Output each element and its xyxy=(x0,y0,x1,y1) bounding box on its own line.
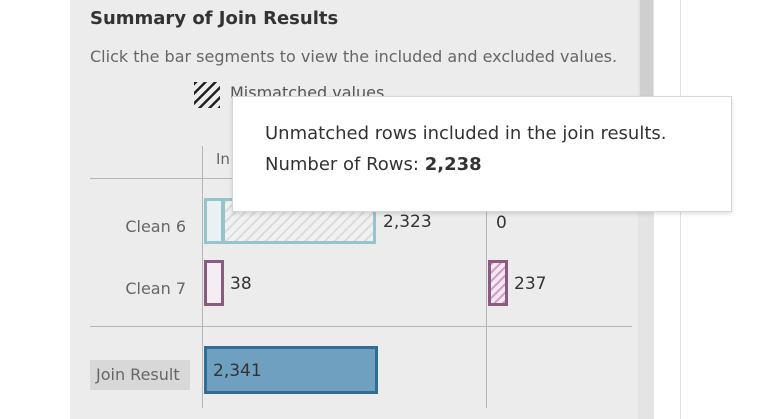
summary-subtitle: Click the bar segments to view the inclu… xyxy=(90,47,618,66)
join-result-label-background xyxy=(90,360,190,390)
bar-segment-clean-6-matched[interactable] xyxy=(204,198,224,244)
bar-segment-clean-7-excluded[interactable] xyxy=(488,260,508,306)
row-label-clean-7: Clean 7 xyxy=(125,279,186,298)
bar-join-result[interactable] xyxy=(204,346,378,394)
bar-segment-clean-7-included[interactable] xyxy=(204,260,224,306)
grid-line-join-separator xyxy=(90,326,632,327)
column-header-included: In xyxy=(216,150,230,168)
summary-title: Summary of Join Results xyxy=(90,8,339,29)
value-clean-7-excluded: 237 xyxy=(514,274,547,294)
tooltip-row-count-label: Number of Rows: xyxy=(265,154,419,175)
hatch-pattern-icon xyxy=(194,82,220,108)
grid-line-vertical-left xyxy=(202,146,203,408)
tooltip-row-count-value: 2,238 xyxy=(424,154,482,175)
bar-tooltip: Unmatched rows included in the join resu… xyxy=(232,96,732,212)
tooltip-description: Unmatched rows included in the join resu… xyxy=(265,123,667,144)
grid-line-vertical-middle xyxy=(486,200,487,408)
value-clean-6-included: 2,323 xyxy=(383,212,432,232)
tooltip-row-count: Number of Rows: 2,238 xyxy=(265,154,482,175)
value-join-result: 2,341 xyxy=(213,361,262,381)
value-clean-7-included: 38 xyxy=(230,274,252,294)
row-label-join-result: Join Result xyxy=(96,365,180,384)
row-label-clean-6: Clean 6 xyxy=(125,217,186,236)
value-clean-6-excluded: 0 xyxy=(496,213,507,233)
